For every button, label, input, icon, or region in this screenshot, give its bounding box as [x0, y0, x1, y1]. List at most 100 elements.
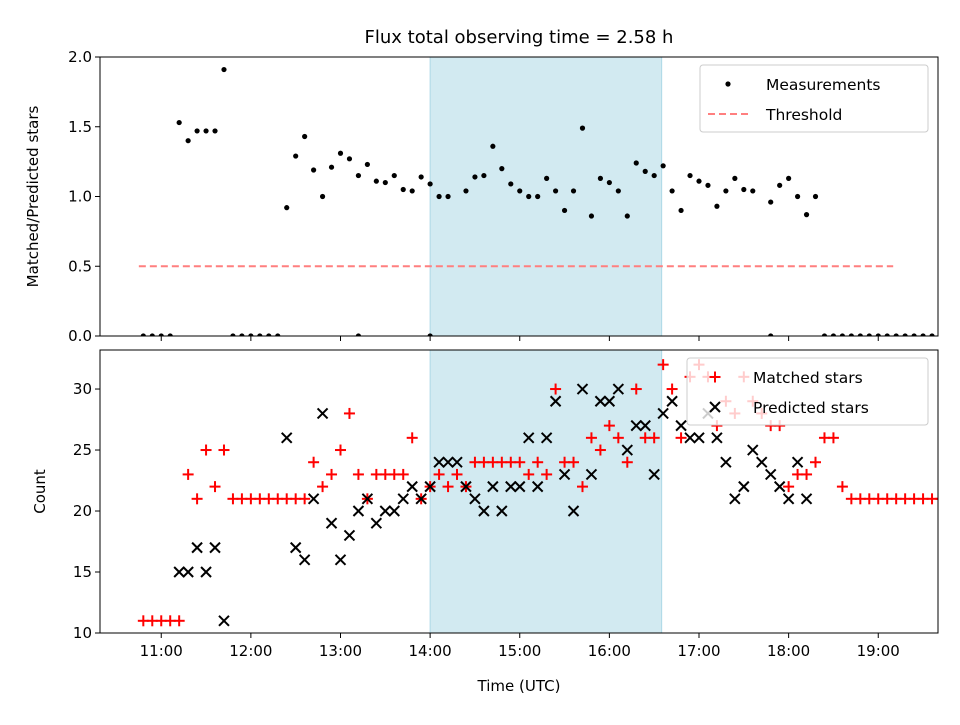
data-point: [158, 333, 164, 336]
data-point: [642, 168, 648, 174]
data-point: [364, 161, 370, 168]
data-point: [585, 468, 598, 481]
data-point: [836, 481, 848, 493]
data-point: [182, 468, 194, 480]
data-point: [723, 188, 729, 194]
data-point: [615, 188, 621, 194]
data-point: [657, 359, 669, 371]
data-point: [576, 481, 588, 493]
data-point: [284, 205, 290, 211]
data-point: [514, 480, 526, 493]
legend-marker: [709, 371, 721, 383]
data-point: [487, 480, 499, 493]
data-point: [185, 138, 191, 144]
data-point: [490, 143, 496, 149]
data-point: [173, 566, 185, 578]
data-point: [621, 456, 633, 468]
data-point: [382, 179, 388, 186]
data-point: [415, 493, 427, 505]
data-point: [424, 480, 436, 493]
data-point: [810, 456, 822, 468]
data-point: [194, 128, 200, 134]
data-point: [167, 333, 173, 336]
data-point: [579, 125, 586, 131]
data-point: [782, 493, 795, 505]
x-tick-label: 15:00: [498, 642, 541, 660]
data-point: [209, 541, 221, 554]
data-point: [230, 333, 236, 336]
data-point: [884, 333, 890, 336]
y-tick-label: 15: [73, 563, 92, 581]
y-tick-label: 25: [73, 441, 92, 459]
data-point: [693, 432, 705, 444]
data-point: [531, 480, 544, 493]
data-point: [337, 150, 344, 156]
data-point: [791, 456, 804, 468]
data-point: [741, 186, 747, 193]
data-point: [630, 419, 642, 432]
data-point: [436, 193, 442, 200]
data-point: [552, 188, 559, 194]
data-point: [481, 172, 487, 179]
data-point: [935, 497, 938, 500]
data-point: [568, 456, 580, 468]
data-point: [603, 395, 616, 407]
legend-box: [686, 357, 929, 426]
data-point: [603, 420, 615, 432]
data-point: [666, 383, 678, 395]
data-point: [370, 517, 383, 529]
x-tick-label: 17:00: [677, 642, 720, 660]
data-point: [221, 66, 227, 73]
data-point: [442, 456, 454, 468]
series-predicted-stars: [173, 383, 813, 627]
data-point: [328, 164, 335, 170]
data-point: [397, 493, 409, 505]
data-point: [334, 444, 346, 456]
data-point: [920, 333, 926, 336]
x-tick-label: 11:00: [140, 642, 183, 660]
data-point: [200, 566, 212, 578]
data-point: [281, 432, 293, 444]
y-tick-label: 10: [73, 624, 92, 642]
data-point: [729, 493, 741, 505]
data-point: [597, 175, 604, 181]
legend-entry: Threshold: [708, 106, 842, 124]
data-point: [585, 432, 597, 444]
data-point: [666, 395, 678, 407]
legend-entry: Predicted stars: [709, 399, 869, 417]
data-point: [307, 493, 320, 505]
data-point: [433, 468, 445, 480]
data-point: [508, 181, 514, 187]
data-point: [302, 133, 308, 140]
data-point: [651, 172, 657, 179]
data-point: [687, 172, 693, 179]
data-point: [768, 199, 774, 205]
data-point: [373, 178, 379, 184]
data-point: [427, 181, 433, 187]
data-point: [827, 432, 839, 444]
data-point: [535, 193, 541, 200]
data-point: [541, 468, 553, 480]
data-point: [275, 333, 281, 336]
data-point: [567, 505, 580, 517]
data-point: [523, 468, 535, 480]
data-point: [714, 203, 720, 209]
data-point: [400, 186, 406, 193]
data-point: [200, 444, 212, 456]
x-tick-label: 12:00: [229, 642, 272, 660]
data-point: [711, 432, 723, 444]
legend-entry: Matched stars: [709, 369, 863, 387]
data-point: [298, 554, 311, 566]
data-point: [550, 383, 562, 395]
data-point: [526, 193, 532, 200]
data-point: [938, 333, 943, 338]
data-point: [821, 333, 828, 336]
data-point: [684, 432, 696, 444]
bottom-panel: 11:00 12:00 13:00 14:00 15:00 16:00 17:00 18:00…: [31, 349, 939, 695]
legend-entry: Measurements: [725, 76, 881, 94]
data-point: [299, 493, 311, 505]
data-point: [606, 179, 612, 186]
data-point: [316, 407, 329, 420]
data-point: [460, 480, 472, 493]
data-point: [630, 383, 642, 395]
